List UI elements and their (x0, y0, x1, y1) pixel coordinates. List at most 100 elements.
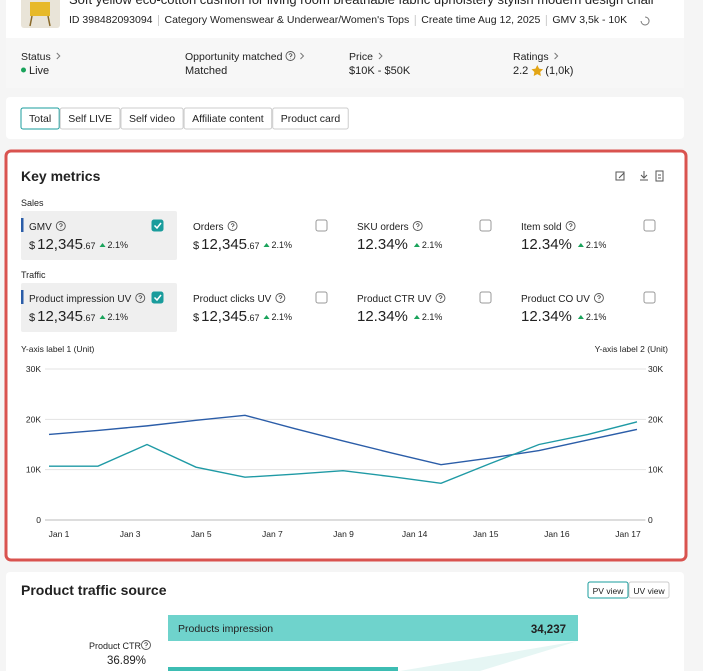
metric-card[interactable]: Orders $ 12,345.67 2.1% (193, 219, 328, 253)
help-icon (565, 221, 576, 231)
tab-box[interactable] (272, 107, 349, 130)
metric-change: 2.1% (422, 312, 443, 322)
metric-amount: 12.34% (357, 236, 408, 253)
up-arrow (413, 315, 420, 319)
rate-value: 36.89% (107, 655, 146, 667)
tab-label: Self LIVE (68, 113, 112, 125)
help-icon (141, 640, 151, 650)
metric-group-label: Traffic (21, 270, 46, 280)
tab[interactable]: Total (20, 107, 60, 130)
y2-tick-label: 30K (648, 364, 663, 374)
tab-box[interactable] (120, 107, 184, 130)
help-icon-mark (597, 295, 601, 301)
toolbar-icon[interactable] (615, 171, 625, 181)
metric-amount: 12.34% (357, 308, 408, 325)
chair-legs (29, 15, 51, 27)
stat-label: Status (21, 51, 51, 63)
stat-label: Price (349, 51, 373, 63)
view-toggle-label: UV view (633, 586, 665, 596)
chevron (300, 52, 305, 60)
toolbar-icon[interactable] (640, 171, 648, 181)
metric-checkbox[interactable] (643, 219, 656, 232)
metric-cents: .67 (247, 241, 260, 251)
x-tick-label: Jan 16 (544, 529, 570, 539)
product-meta: Create time Aug 12, 2025 (421, 14, 540, 26)
product-meta: GMV 3,5k - 10K (552, 14, 627, 26)
tab-label: Total (29, 113, 51, 125)
up-arrow (99, 243, 106, 247)
stat-label: Ratings (513, 51, 549, 63)
metric-name: Orders (193, 222, 224, 233)
metric-checkbox[interactable] (643, 291, 656, 304)
metric-value: $12,345.67 (29, 236, 96, 253)
tab[interactable]: Self LIVE (59, 107, 121, 130)
metric-checkbox[interactable] (315, 219, 328, 232)
metric-value: 12.34% (357, 236, 408, 253)
metric-checkbox[interactable] (151, 219, 164, 232)
metric-card[interactable]: Product CO UV 12.34% 2.1% (521, 291, 656, 325)
chevron (56, 52, 61, 60)
metric-cents: .67 (83, 313, 96, 323)
metric-checkbox[interactable] (315, 291, 328, 304)
metric-amount: 12,345 (201, 308, 247, 325)
metric-checkbox[interactable] (479, 219, 492, 232)
metric-card[interactable]: Product clicks UV $ 12,345.67 2.1% (193, 291, 328, 325)
product-meta: ID 398482093094 (69, 14, 153, 26)
tab[interactable]: Self video (120, 107, 184, 130)
metric-value: $12,345.67 (193, 308, 260, 325)
metric-card[interactable]: Item sold 12.34% 2.1% (521, 219, 656, 253)
metric-amount: 12.34% (521, 308, 572, 325)
toolbar-icon[interactable] (655, 170, 664, 182)
refresh-icon (640, 16, 650, 26)
help-icon (135, 293, 146, 303)
metric-name: Product impression UV (29, 294, 132, 305)
metric-checkbox[interactable] (479, 291, 492, 304)
metric-change: 2.1% (272, 312, 293, 322)
help-icon (435, 293, 446, 303)
metric-card[interactable]: Product CTR UV 12.34% 2.1% (357, 291, 492, 325)
y-axis-title: Y-axis label 1 (Unit) (21, 344, 95, 354)
metric-amount: 12,345 (37, 308, 83, 325)
metric-value: $12,345.67 (29, 308, 96, 325)
product-title: Soft yellow eco-cotton cushion for livin… (69, 0, 656, 7)
x-tick-label: Jan 7 (262, 529, 283, 539)
metric-card-bg[interactable] (21, 283, 177, 332)
tab[interactable]: Product card (272, 107, 349, 130)
stat-label: Opportunity matched (185, 51, 283, 63)
metric-card-bg[interactable] (21, 211, 177, 260)
tab[interactable]: Affiliate content (183, 107, 273, 130)
view-toggle[interactable] (587, 581, 629, 599)
metric-amount: 12,345 (37, 236, 83, 253)
y-tick-label: 0 (36, 515, 41, 525)
x-tick-label: Jan 5 (191, 529, 212, 539)
metric-cents: .67 (247, 313, 260, 323)
stat-value: Live (29, 65, 49, 77)
metric-name: Product CO UV (521, 294, 590, 305)
chevron (378, 52, 383, 60)
x-tick-label: Jan 3 (120, 529, 141, 539)
live-dot (21, 67, 26, 73)
help-icon (227, 221, 238, 231)
help-icon (55, 221, 66, 231)
chevron (554, 52, 559, 60)
up-arrow (413, 243, 420, 247)
tab-box[interactable] (20, 107, 60, 130)
metric-currency: $ (193, 312, 199, 324)
x-tick-label: Jan 17 (615, 529, 641, 539)
view-toggle[interactable] (628, 581, 670, 599)
product-meta: Category Womenswear & Underwear/Women's … (165, 14, 410, 26)
metric-card[interactable]: SKU orders 12.34% 2.1% (357, 219, 492, 253)
tab-box[interactable] (183, 107, 273, 130)
rate-label: Product CTR (89, 641, 142, 651)
metric-name: GMV (29, 222, 52, 233)
metric-change: 2.1% (586, 240, 607, 250)
tab-box[interactable] (59, 107, 121, 130)
y2-tick-label: 20K (648, 414, 663, 424)
data-line (49, 421, 638, 484)
metric-checkbox[interactable] (151, 291, 164, 304)
help-icon-mark (144, 642, 148, 648)
metric-card[interactable]: Product impression UV $ 12,345.67 2.1% (21, 283, 177, 332)
metric-card[interactable]: GMV $ 12,345.67 2.1% (21, 211, 177, 260)
